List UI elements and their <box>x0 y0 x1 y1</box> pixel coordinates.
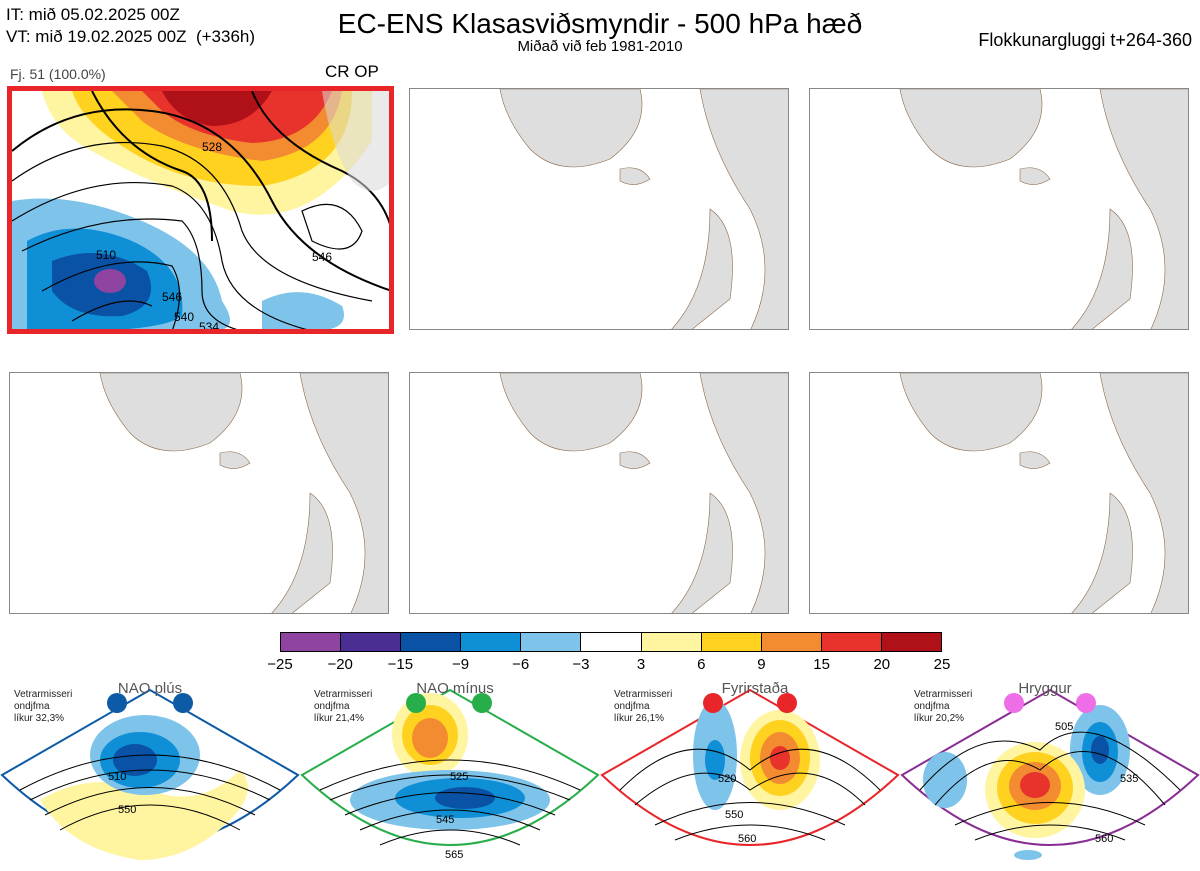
colorbar-swatch <box>641 633 702 651</box>
colorbar-tick-label: 3 <box>636 656 646 673</box>
regime-note: Vetrarmisseri ondjfma líkur 21,4% <box>314 689 373 724</box>
colorbar-tick-label: −6 <box>512 656 530 673</box>
contour-label: 550 <box>725 809 743 821</box>
regime-dot <box>406 693 426 713</box>
regime-ridge[interactable]: 505 535 560 Hryggur Vetrarmisseri ondjfma… <box>900 680 1200 870</box>
colorbar-swatch <box>761 633 822 651</box>
cluster-map-2[interactable] <box>409 88 789 330</box>
contour-label: 534 <box>199 320 219 331</box>
regime-dot <box>107 693 127 713</box>
cluster-map-5[interactable] <box>409 372 789 614</box>
regime-dot <box>777 693 797 713</box>
colorbar-swatch <box>581 633 642 651</box>
header-info: IT: mið 05.02.2025 00Z VT: mið 19.02.202… <box>6 4 255 48</box>
cluster-map-4[interactable] <box>9 372 389 614</box>
contour-label: 546 <box>312 250 332 264</box>
colorbar-swatch <box>701 633 762 651</box>
regime-blocking[interactable]: 520 550 560 Fyrirstaða Vetrarmisseri ondj… <box>600 680 900 870</box>
colorbar-swatch <box>401 633 462 651</box>
colorbar-swatch <box>461 633 522 651</box>
colorbar-tick-label: 15 <box>813 656 830 673</box>
cluster-map-3[interactable] <box>809 88 1189 330</box>
panel-tags: CR OP <box>325 62 379 81</box>
it-line: IT: mið 05.02.2025 00Z <box>6 5 180 24</box>
colorbar-tick-label: −25 <box>267 656 293 673</box>
contour-label: 550 <box>118 804 136 816</box>
regime-note: Vetrarmisseri ondjfma líkur 26,1% <box>614 689 673 724</box>
contour-label: 565 <box>445 849 463 861</box>
regime-name: NAO mínus <box>416 680 494 697</box>
colorbar-swatch <box>341 633 402 651</box>
contour-label: 520 <box>718 773 736 785</box>
contour-label: 525 <box>450 771 468 783</box>
contour-label: 560 <box>738 833 756 845</box>
contour-label: 535 <box>1120 773 1138 785</box>
colorbar-tick-label: 6 <box>697 656 706 673</box>
contour-label: 546 <box>162 290 182 304</box>
colorbar-swatch <box>881 633 942 651</box>
regime-note: Vetrarmisseri ondjfma líkur 20,2% <box>914 689 973 724</box>
colorbar-tick-label: −3 <box>572 656 590 673</box>
colorbar-tick-label: −9 <box>451 656 470 673</box>
colorbar-tick-label: 20 <box>873 656 891 673</box>
regime-name: NAO plús <box>117 680 183 697</box>
colorbar-tick-label: 25 <box>933 656 951 673</box>
contour-label: 540 <box>174 310 194 324</box>
regime-dot <box>1076 693 1096 713</box>
regime-name: Fyrirstaða <box>721 680 789 697</box>
colorbar-tick-label: 9 <box>757 656 766 673</box>
contour-label: 545 <box>436 814 454 826</box>
member-count: Fj. 51 (100.0%) <box>10 66 106 82</box>
colorbar-swatch <box>521 633 582 651</box>
contour-label: 505 <box>1055 721 1073 733</box>
contour-label: 510 <box>96 248 116 262</box>
regime-dot <box>173 693 193 713</box>
contour-label: 560 <box>1095 833 1113 845</box>
regime-nao-plus[interactable]: 510 550 NAO plús Vetrarmisseri ondjfma lík… <box>0 680 300 870</box>
colorbar <box>280 632 942 652</box>
window-label: Flokkunargluggi t+264-360 <box>978 30 1192 50</box>
regime-dot <box>1004 693 1024 713</box>
regime-name: Hryggur <box>1018 680 1072 697</box>
regime-note: Vetrarmisseri ondjfma líkur 32,3% <box>14 689 73 724</box>
cluster-map-6[interactable] <box>809 372 1189 614</box>
contour-label: 510 <box>108 771 126 783</box>
cluster-map-1[interactable]: 528 510 546 540 534 546 <box>7 86 394 334</box>
colorbar-tick-label: −20 <box>327 656 353 673</box>
colorbar-swatch <box>281 633 342 651</box>
page-subtitle: Miðað við feb 1981-2010 <box>517 38 683 55</box>
colorbar-swatch <box>821 633 882 651</box>
regime-nao-minus[interactable]: 525 545 565 NAO mínus Vetrarmisseri ondjf… <box>300 680 600 870</box>
colorbar-tick-label: −15 <box>387 656 414 673</box>
contour-label: 528 <box>202 140 222 154</box>
regime-dot <box>703 693 723 713</box>
regime-dot <box>472 693 492 713</box>
page-title: EC-ENS Klasasviðsmyndir - 500 hPa hæð <box>337 8 863 39</box>
vt-line: VT: mið 19.02.2025 00Z (+336h) <box>6 27 256 46</box>
